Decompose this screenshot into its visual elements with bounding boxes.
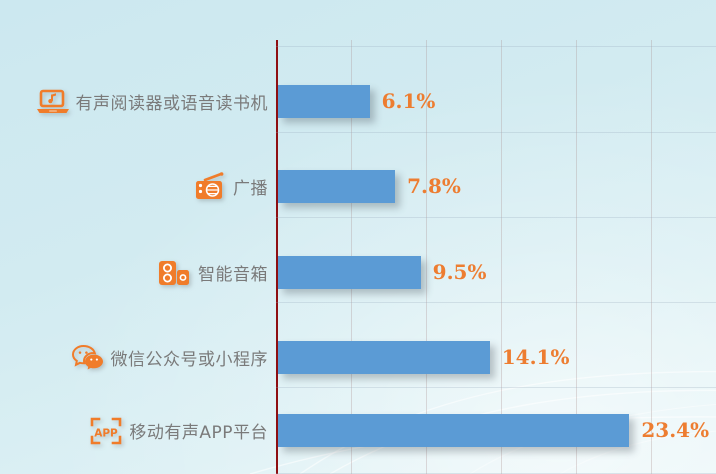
category-label: 智能音箱: [158, 256, 268, 289]
bar-value-label: 7.8%: [407, 174, 461, 198]
smart-speaker-icon: [158, 258, 192, 288]
wechat-icon: [71, 343, 105, 373]
bar-value-label: 23.4%: [641, 418, 710, 442]
gridline-v-25: [651, 40, 653, 474]
gridline-h-1: [276, 132, 716, 133]
category-label-text: 有声阅读器或语音读书机: [75, 94, 268, 114]
app-platform-icon: APP: [89, 416, 123, 446]
category-label-text: 移动有声APP平台: [129, 423, 268, 443]
bar-value-label: 14.1%: [501, 345, 570, 369]
y-axis-line: [276, 40, 278, 474]
bar[interactable]: [278, 256, 421, 289]
category-label: 有声阅读器或语音读书机: [36, 85, 269, 118]
plot-area: 6.1% 7.8% 9.5% 14.1% 23.4%: [276, 40, 716, 474]
gridline-h-4: [276, 387, 716, 388]
audiobook-player-icon: [36, 87, 70, 117]
bar[interactable]: [278, 341, 490, 374]
bar[interactable]: [278, 170, 396, 203]
bar-value-label: 9.5%: [432, 260, 487, 284]
gridline-v-15: [501, 40, 503, 474]
svg-text:APP: APP: [95, 427, 119, 439]
bar[interactable]: [278, 414, 630, 447]
bar[interactable]: [278, 85, 370, 118]
category-label: 广播: [193, 170, 268, 203]
category-label-text: 微信公众号或小程序: [110, 350, 268, 370]
gridline-h-2: [276, 217, 716, 218]
radio-icon: [193, 171, 227, 202]
gridline-v-20: [576, 40, 578, 474]
category-label: 微信公众号或小程序: [71, 341, 269, 374]
category-label-text: 广播: [233, 179, 268, 199]
gridline-v-10: [426, 40, 428, 474]
bar-value-label: 6.1%: [381, 89, 436, 113]
category-label: APP 移动有声APP平台: [89, 414, 268, 447]
category-label-text: 智能音箱: [198, 265, 268, 285]
gridline-h-3: [276, 302, 716, 303]
gridline-h-0: [276, 46, 716, 47]
